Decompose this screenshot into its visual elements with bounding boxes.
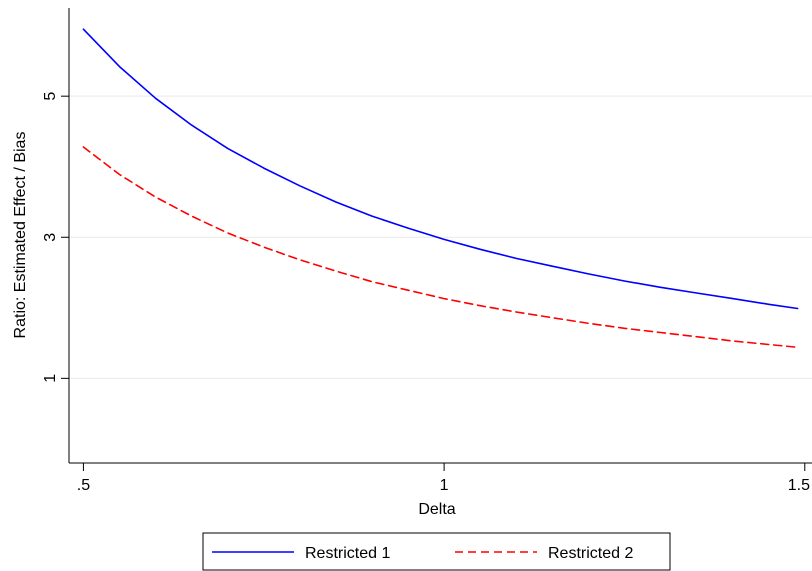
series-line-1 <box>82 28 799 310</box>
y-tick-label-1: 3 <box>42 233 59 242</box>
x-tick-label-2: 1.5 <box>788 477 810 494</box>
legend: Restricted 1 Restricted 2 <box>202 532 671 571</box>
grid-lines <box>69 95 812 379</box>
y-tick-label-2: 5 <box>42 92 59 101</box>
y-tick-label-0: 1 <box>42 374 59 383</box>
x-axis-title: Delta <box>418 501 455 518</box>
y-axis-title: Ratio: Estimated Effect / Bias <box>12 132 29 339</box>
x-axis-ticks: .5 1 1.5 <box>77 463 810 494</box>
legend-label-1: Restricted 1 <box>305 545 390 562</box>
y-axis-ticks: 1 3 5 <box>42 92 69 383</box>
series-lines <box>82 28 799 349</box>
x-tick-label-0: .5 <box>77 477 90 494</box>
legend-label-2: Restricted 2 <box>548 545 633 562</box>
series-line-2 <box>82 146 799 349</box>
x-tick-label-1: 1 <box>440 477 449 494</box>
